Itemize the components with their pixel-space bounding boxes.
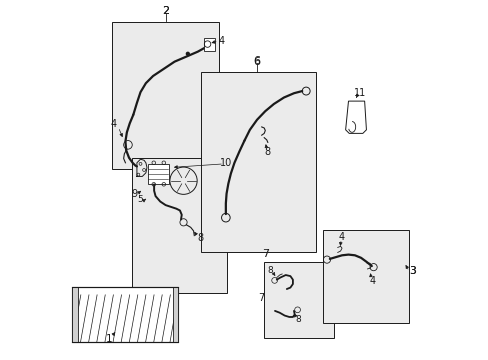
Bar (112, 22, 219, 169)
Text: 4: 4 (338, 232, 345, 242)
Bar (131, 158, 226, 293)
Bar (203, 38, 214, 51)
Text: 9: 9 (131, 189, 137, 199)
Bar (147, 164, 169, 184)
Text: 2: 2 (162, 6, 169, 16)
Text: 4: 4 (110, 120, 117, 129)
Bar (201, 72, 316, 252)
Text: 3: 3 (408, 266, 415, 276)
Text: 6: 6 (253, 55, 260, 66)
Circle shape (186, 52, 189, 55)
Text: 8: 8 (267, 266, 273, 275)
Text: 5: 5 (137, 195, 143, 204)
Text: 6: 6 (253, 57, 260, 67)
Bar (264, 262, 333, 338)
Text: 4: 4 (218, 36, 224, 46)
Text: 8: 8 (264, 147, 270, 157)
Text: 7: 7 (261, 248, 268, 258)
Text: 2: 2 (162, 6, 169, 17)
Text: 10: 10 (220, 158, 232, 168)
Bar (323, 230, 408, 323)
Text: 1: 1 (105, 333, 112, 343)
Text: 8: 8 (197, 233, 203, 243)
Bar (72, 287, 78, 342)
Bar (172, 287, 178, 342)
Text: 8: 8 (295, 315, 301, 324)
Bar (72, 287, 178, 342)
Text: 3: 3 (408, 266, 415, 276)
Text: 4: 4 (369, 276, 375, 286)
Text: 7: 7 (258, 293, 264, 303)
Text: 11: 11 (353, 88, 366, 98)
